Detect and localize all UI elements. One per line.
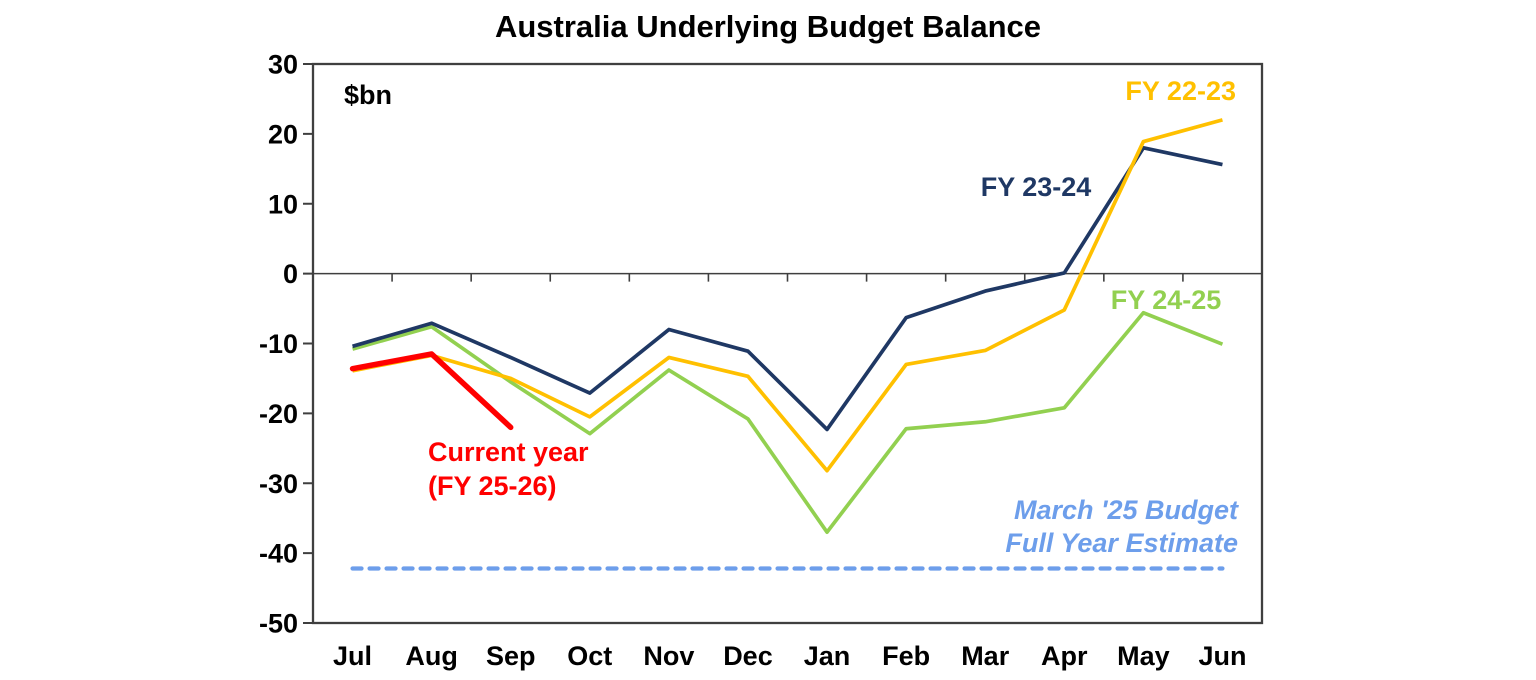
series-label-fy-24-25: FY 24-25 <box>1111 285 1222 315</box>
x-axis-label: Jun <box>1198 641 1246 671</box>
y-axis-label: 10 <box>268 189 298 219</box>
series-label-fy-23-24: FY 23-24 <box>981 172 1092 202</box>
x-axis-label: Jan <box>804 641 851 671</box>
y-axis-label: -10 <box>259 329 298 359</box>
x-axis-label: Feb <box>882 641 930 671</box>
reference-line-label-line-1: March '25 Budget <box>1014 495 1239 525</box>
x-axis-label: Oct <box>567 641 612 671</box>
series-label-current-year-line-1: Current year <box>428 437 589 467</box>
x-axis-label: Apr <box>1041 641 1088 671</box>
y-axis-label: 0 <box>283 259 298 289</box>
unit-label: $bn <box>344 80 392 110</box>
chart-title: Australia Underlying Budget Balance <box>494 9 1042 44</box>
y-axis-label: -30 <box>259 469 298 499</box>
x-axis-label: Sep <box>486 641 536 671</box>
y-axis-label: 20 <box>268 119 298 149</box>
reference-line-label-line-2: Full Year Estimate <box>1005 528 1238 558</box>
x-axis-label: Mar <box>961 641 1010 671</box>
y-axis-label: -50 <box>259 609 298 639</box>
x-axis-label: Nov <box>643 641 694 671</box>
y-axis-label: 30 <box>268 50 298 80</box>
x-axis-label: Aug <box>405 641 457 671</box>
series-line-current-year-fy-25-26- <box>349 351 514 431</box>
x-axis-label: Jul <box>333 641 372 671</box>
x-axis-label: May <box>1117 641 1170 671</box>
series-line-fy-23-24 <box>352 146 1223 432</box>
y-axis-label: -20 <box>259 399 298 429</box>
y-axis-label: -40 <box>259 539 298 569</box>
series-line-fy-22-23 <box>352 118 1223 473</box>
x-axis-label: Dec <box>723 641 773 671</box>
series-label-fy-22-23: FY 22-23 <box>1125 76 1236 106</box>
series-label-current-year-line-2: (FY 25-26) <box>428 471 557 501</box>
